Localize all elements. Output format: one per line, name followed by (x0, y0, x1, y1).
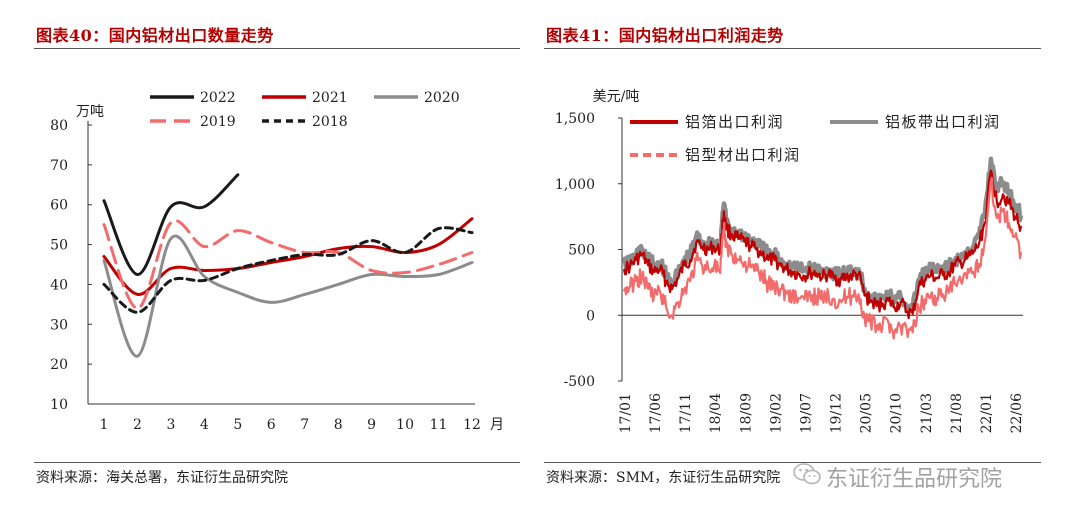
x-axis-label: 月 (490, 417, 504, 433)
source-note: 资料来源：SMM，东证衍生品研究院 (546, 470, 781, 486)
y-tick-label: 0 (586, 308, 595, 324)
top-rule (34, 48, 520, 49)
wechat-icon (793, 463, 821, 485)
legend-label: 铝板带出口利润 (885, 113, 1001, 131)
source-note: 资料来源：海关总署，东证衍生品研究院 (36, 470, 288, 486)
series-line-2018 (102, 226, 474, 314)
y-tick-label: 60 (50, 198, 68, 214)
x-tick-label: 18/09 (738, 393, 754, 433)
y-axis-label: 美元/吨 (593, 89, 640, 105)
x-tick-label: 19/12 (829, 393, 845, 433)
legend-label: 2020 (424, 90, 460, 106)
series-line-铝型材出口利润 (622, 177, 1023, 340)
x-tick-label: 22/06 (1009, 393, 1025, 433)
x-tick-label: 12 (463, 417, 481, 433)
legend-label: 铝箔出口利润 (685, 113, 784, 131)
x-tick-label: 20/10 (889, 393, 905, 433)
right-chart-panel: 图表41：国内铝材出口利润走势 -500 0 500 1,000 1,500 美元/吨 17… (540, 0, 1065, 522)
y-tick-label: 1,500 (555, 111, 595, 127)
y-tick-label: 40 (50, 277, 68, 293)
x-tick-label: 21/08 (949, 393, 965, 433)
x-tick-label: 19/02 (768, 393, 784, 433)
y-tick-label: 1,000 (555, 177, 595, 193)
chart-title: 图表41：国内铝材出口利润走势 (546, 26, 784, 45)
series-line-2020 (102, 234, 474, 358)
x-tick-label: 20/05 (859, 393, 875, 433)
bottom-rule (34, 462, 520, 463)
legend-label: 2022 (200, 90, 236, 106)
x-tick-label: 11 (430, 417, 448, 433)
x-tick-label: 4 (200, 417, 209, 433)
x-tick-label: 7 (300, 417, 309, 433)
x-tick-label: 10 (396, 417, 414, 433)
series-line-2022 (102, 173, 240, 276)
x-tick-label: 17/06 (648, 393, 664, 433)
x-tick-label: 1 (100, 417, 109, 433)
left-chart-panel: 图表40：国内铝材出口数量走势 10 20 30 40 50 60 70 80 1 2 3 4 5 6 7 8… (0, 0, 520, 522)
y-tick-label: 500 (568, 243, 595, 259)
watermark-text: 东证衍生品研究院 (826, 467, 1003, 492)
legend-label: 2021 (312, 90, 348, 106)
x-tick-label: 6 (267, 417, 276, 433)
legend-label: 2019 (200, 114, 236, 130)
x-tick-label: 2 (133, 417, 142, 433)
y-tick-label: 70 (50, 158, 68, 174)
x-tick-label: 18/04 (708, 393, 724, 433)
x-tick-label: 9 (367, 417, 376, 433)
y-tick-label: 20 (50, 357, 68, 373)
bottom-rule (544, 462, 1041, 463)
x-tick-label: 19/07 (798, 393, 814, 433)
x-tick-label: 22/01 (979, 393, 995, 433)
watermark: 东证衍生品研究院 (792, 459, 1062, 495)
y-tick-label: 50 (50, 238, 68, 254)
y-axis-label: 万吨 (76, 104, 104, 120)
chart-title: 图表40：国内铝材出口数量走势 (36, 26, 274, 45)
y-tick-label: 30 (50, 317, 68, 333)
x-tick-label: 17/11 (678, 393, 694, 433)
x-tick-label: 5 (233, 417, 242, 433)
y-tick-label: 10 (50, 397, 68, 413)
top-rule (544, 48, 1041, 49)
x-tick-label: 17/01 (618, 393, 634, 433)
x-tick-label: 3 (166, 417, 175, 433)
y-tick-label: -500 (564, 374, 595, 390)
x-tick-label: 8 (334, 417, 343, 433)
x-tick-label: 21/03 (919, 393, 935, 433)
legend-label: 2018 (312, 114, 348, 130)
line-chart-export-profit: -500 0 500 1,000 1,500 美元/吨 17/01 17/06 17/11 18/… (555, 89, 1025, 433)
legend-label: 铝型材出口利润 (685, 146, 801, 164)
y-tick-label: 80 (50, 118, 68, 134)
series-line-2019 (102, 219, 474, 310)
series-line-铝箔出口利润 (622, 169, 1023, 320)
